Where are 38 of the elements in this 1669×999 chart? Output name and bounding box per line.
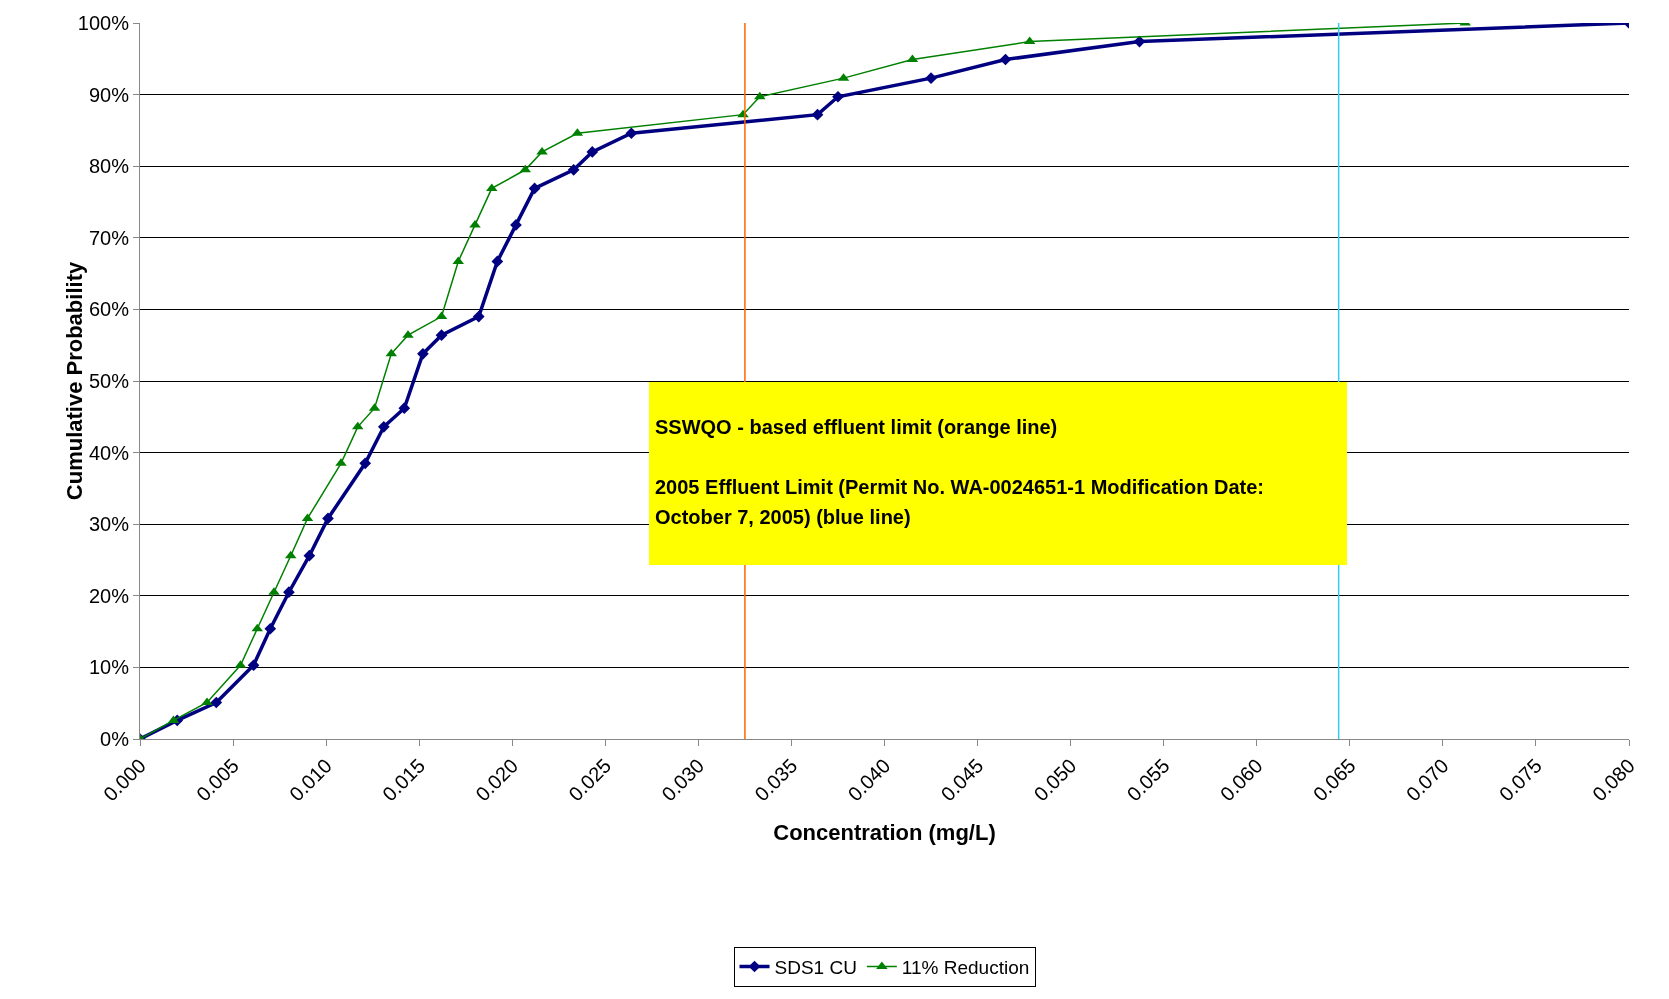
- point: [322, 512, 334, 525]
- point: [417, 347, 429, 360]
- point: [832, 90, 844, 103]
- y-tick-label: 20%: [88, 584, 130, 607]
- y-tick-label: 40%: [88, 441, 130, 464]
- y-tick-label: 50%: [88, 370, 130, 392]
- point: [377, 420, 390, 433]
- point: [472, 310, 485, 323]
- point: [999, 53, 1012, 66]
- point: [567, 163, 580, 176]
- point: [247, 659, 260, 672]
- point: [359, 457, 372, 470]
- note-box: SSWQO - based effluent limit (orange line) 2005 Effluent Limit (Permit No. WA-0024651-1 Modification Date: October 7, 2005) (blue line): [649, 382, 1347, 565]
- x-axis-title: Concentration (mg/L): [773, 820, 996, 846]
- point: [210, 696, 223, 709]
- point: [586, 146, 599, 158]
- y-axis-title: Cumulative Probability: [61, 261, 87, 501]
- point: [264, 622, 277, 635]
- point: [491, 255, 504, 268]
- y-tick-label: 90%: [88, 83, 130, 106]
- point: [435, 329, 448, 342]
- y-tick-label: 100%: [77, 12, 130, 34]
- y-tick-label: 10%: [88, 656, 130, 679]
- point: [754, 91, 766, 100]
- point: [528, 182, 541, 195]
- legend-label: 11% Reduction: [901, 956, 1030, 978]
- y-tick-label: 70%: [88, 226, 130, 249]
- y-tick-label: 80%: [88, 155, 130, 178]
- point: [303, 549, 316, 562]
- point: [811, 108, 824, 121]
- point: [625, 127, 638, 140]
- y-tick-label: 60%: [88, 298, 130, 321]
- point: [352, 421, 364, 430]
- point: [283, 586, 295, 599]
- y-tick-label: 30%: [88, 513, 130, 536]
- y-tick-label: 0%: [100, 728, 130, 750]
- legend-label: SDS1 CU: [774, 956, 857, 978]
- point: [398, 402, 411, 415]
